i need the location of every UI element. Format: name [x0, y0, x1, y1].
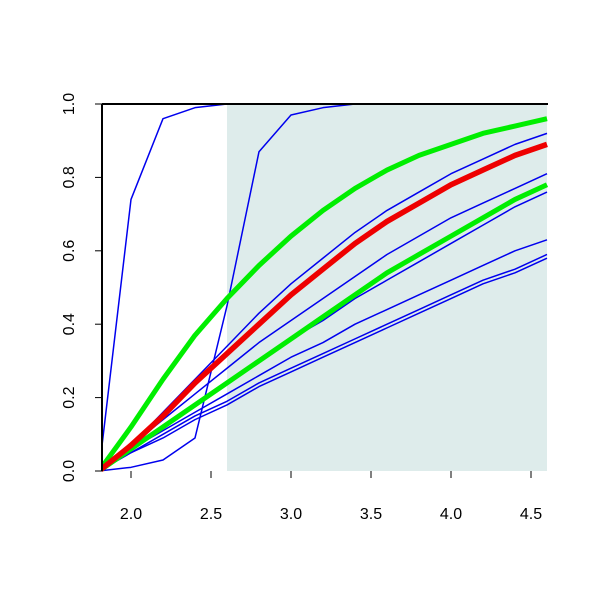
line-series: [102, 173, 548, 470]
x-tick-label: 3.0: [280, 506, 302, 523]
x-tick-label: 4.0: [440, 506, 462, 523]
y-tick-label: 1.0: [61, 93, 78, 115]
line-series: [102, 239, 548, 470]
line-series: [102, 253, 548, 471]
y-tick-label: 0.2: [61, 386, 78, 408]
line-series: [102, 182, 548, 472]
plot-lines: [102, 103, 548, 472]
x-tick-label: 4.5: [520, 506, 542, 523]
y-tick-label: 0.8: [61, 166, 78, 188]
x-tick-label: 3.5: [360, 506, 382, 523]
x-tick-label: 2.5: [200, 506, 222, 523]
line-series: [102, 116, 548, 472]
y-tick-label: 0.6: [61, 240, 78, 262]
x-tick-label: 2.0: [120, 506, 142, 523]
y-tick-label: 0.0: [61, 460, 78, 482]
y-tick-label: 0.4: [61, 313, 78, 335]
line-series: [102, 257, 548, 471]
shaded-region: [227, 104, 547, 471]
line-series: [102, 141, 548, 472]
